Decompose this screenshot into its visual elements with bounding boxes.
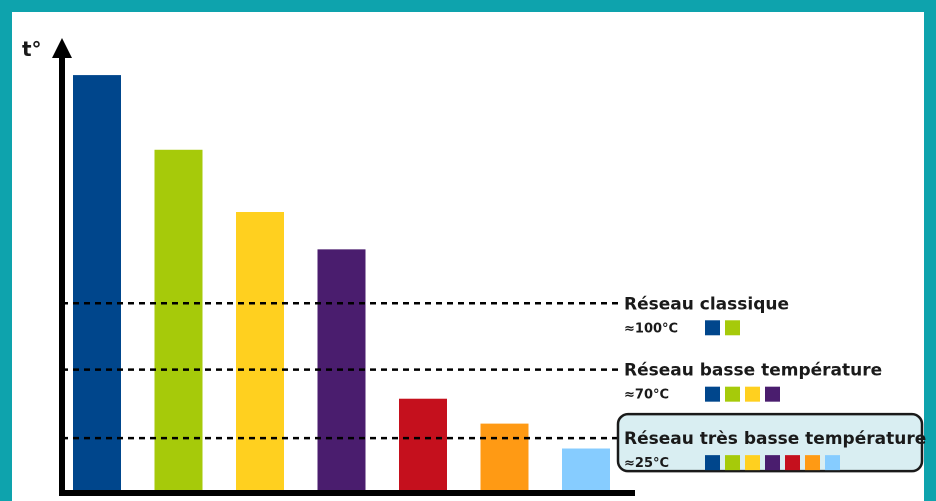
bar-3 <box>236 212 284 490</box>
bar-5 <box>399 398 447 490</box>
swatch-2-1 <box>705 386 720 402</box>
bar-6 <box>480 423 529 490</box>
swatch-3-5 <box>785 455 800 471</box>
y-axis-label: t° <box>22 37 42 61</box>
bar-2 <box>154 149 203 491</box>
threshold-labels: Réseau classique ≈100°C Réseau basse tempé… <box>616 294 926 473</box>
swatch-3-4 <box>765 455 780 471</box>
highlight-box <box>616 412 924 473</box>
swatch-3-6 <box>805 455 820 471</box>
threshold-lines <box>62 302 620 440</box>
threshold-title-3: Réseau très basse température <box>624 429 926 449</box>
swatch-2-4 <box>765 386 780 402</box>
threshold-title-2: Réseau basse température <box>624 361 882 381</box>
threshold-temp-1: ≈100°C <box>624 321 678 336</box>
swatch-3-7 <box>825 455 840 471</box>
swatch-1-1 <box>705 320 720 336</box>
threshold-temp-2: ≈70°C <box>624 388 669 403</box>
swatch-1-2 <box>725 320 740 336</box>
swatch-2-2 <box>725 386 740 402</box>
threshold-title-1: Réseau classique <box>624 294 789 314</box>
x-axis <box>59 490 635 496</box>
threshold-temp-3: ≈25°C <box>624 456 669 471</box>
bar-7 <box>562 448 610 490</box>
swatch-2-3 <box>745 386 760 402</box>
swatch-3-3 <box>745 455 760 471</box>
axes: t° <box>22 37 635 496</box>
y-axis <box>59 55 65 496</box>
bar-1 <box>73 75 121 491</box>
y-axis-arrow <box>52 38 72 58</box>
swatch-3-1 <box>705 455 720 471</box>
bars-group <box>73 75 610 491</box>
swatch-3-2 <box>725 455 740 471</box>
